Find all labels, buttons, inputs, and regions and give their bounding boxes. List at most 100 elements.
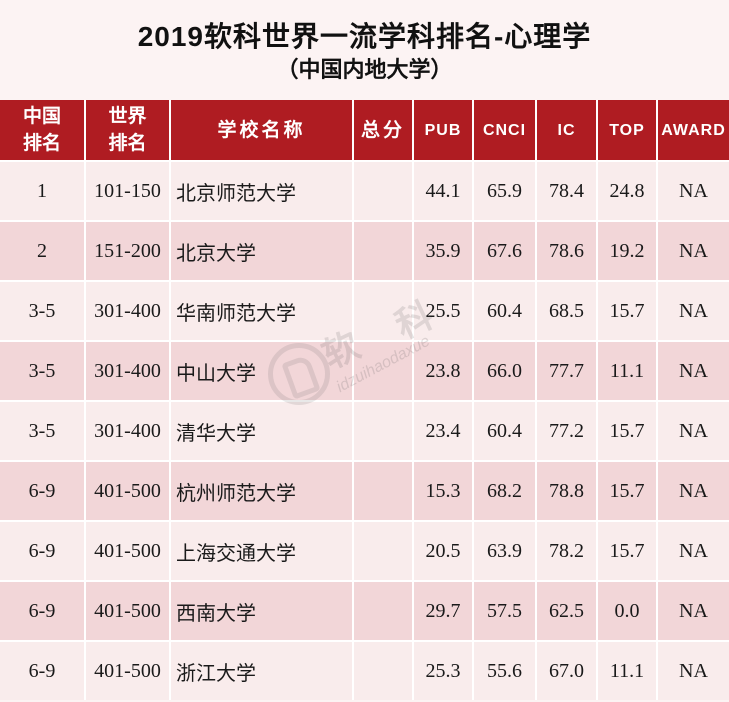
cnci-cell: 66.0 — [474, 342, 535, 400]
university-cell: 北京师范大学 — [171, 162, 352, 220]
university-cell: 中山大学 — [171, 342, 352, 400]
university-cell: 杭州师范大学 — [171, 462, 352, 520]
total-score-cell — [354, 462, 412, 520]
award-cell: NA — [658, 582, 729, 640]
award-cell: NA — [658, 342, 729, 400]
pub-cell: 25.5 — [414, 282, 472, 340]
university-cell: 西南大学 — [171, 582, 352, 640]
header-university: 学校名称 — [171, 100, 352, 160]
world-rank-cell: 401-500 — [86, 642, 169, 700]
total-score-cell — [354, 282, 412, 340]
cn-rank-cell: 1 — [0, 162, 84, 220]
university-cell: 上海交通大学 — [171, 522, 352, 580]
table-row: 6-9 401-500 西南大学 29.7 57.5 62.5 0.0 NA — [0, 582, 729, 640]
award-cell: NA — [658, 222, 729, 280]
pub-cell: 35.9 — [414, 222, 472, 280]
cn-rank-cell: 6-9 — [0, 642, 84, 700]
top-cell: 15.7 — [598, 402, 656, 460]
cnci-cell: 60.4 — [474, 282, 535, 340]
total-score-cell — [354, 162, 412, 220]
header-award: AWARD — [658, 100, 729, 160]
top-cell: 19.2 — [598, 222, 656, 280]
top-cell: 11.1 — [598, 642, 656, 700]
world-rank-cell: 301-400 — [86, 342, 169, 400]
table-row: 2 151-200 北京大学 35.9 67.6 78.6 19.2 NA — [0, 222, 729, 280]
page-subtitle: （中国内地大学） — [276, 57, 453, 82]
university-cell: 华南师范大学 — [171, 282, 352, 340]
pub-cell: 29.7 — [414, 582, 472, 640]
university-cell: 北京大学 — [171, 222, 352, 280]
world-rank-cell: 151-200 — [86, 222, 169, 280]
cnci-cell: 68.2 — [474, 462, 535, 520]
cnci-cell: 60.4 — [474, 402, 535, 460]
world-rank-cell: 301-400 — [86, 282, 169, 340]
top-cell: 15.7 — [598, 282, 656, 340]
ic-cell: 77.7 — [537, 342, 596, 400]
pub-cell: 25.3 — [414, 642, 472, 700]
table-row: 1 101-150 北京师范大学 44.1 65.9 78.4 24.8 NA — [0, 162, 729, 220]
pub-cell: 23.8 — [414, 342, 472, 400]
cnci-cell: 57.5 — [474, 582, 535, 640]
award-cell: NA — [658, 162, 729, 220]
total-score-cell — [354, 522, 412, 580]
world-rank-cell: 401-500 — [86, 582, 169, 640]
ic-cell: 78.8 — [537, 462, 596, 520]
ic-cell: 62.5 — [537, 582, 596, 640]
total-score-cell — [354, 402, 412, 460]
pub-cell: 44.1 — [414, 162, 472, 220]
table-row: 6-9 401-500 浙江大学 25.3 55.6 67.0 11.1 NA — [0, 642, 729, 700]
ic-cell: 78.4 — [537, 162, 596, 220]
top-cell: 15.7 — [598, 462, 656, 520]
page-title: 2019软科世界一流学科排名-心理学 — [137, 21, 592, 52]
table-row: 6-9 401-500 杭州师范大学 15.3 68.2 78.8 15.7 N… — [0, 462, 729, 520]
world-rank-cell: 101-150 — [86, 162, 169, 220]
cn-rank-cell: 6-9 — [0, 522, 84, 580]
header-cn-rank: 中国 排名 — [0, 100, 84, 160]
cn-rank-cell: 6-9 — [0, 462, 84, 520]
university-cell: 清华大学 — [171, 402, 352, 460]
ic-cell: 67.0 — [537, 642, 596, 700]
ic-cell: 78.2 — [537, 522, 596, 580]
ic-cell: 78.6 — [537, 222, 596, 280]
header-cnci: CNCI — [474, 100, 535, 160]
award-cell: NA — [658, 642, 729, 700]
table-row: 3-5 301-400 中山大学 23.8 66.0 77.7 11.1 NA — [0, 342, 729, 400]
ranking-table: 中国 排名 世界 排名 学校名称 总分 PUB CNCI IC TOP AWAR… — [0, 100, 729, 700]
top-cell: 15.7 — [598, 522, 656, 580]
header-top: TOP — [598, 100, 656, 160]
pub-cell: 20.5 — [414, 522, 472, 580]
header-row: 中国 排名 世界 排名 学校名称 总分 PUB CNCI IC TOP AWAR… — [0, 100, 729, 160]
total-score-cell — [354, 222, 412, 280]
header-ic: IC — [537, 100, 596, 160]
table-row: 3-5 301-400 华南师范大学 25.5 60.4 68.5 15.7 N… — [0, 282, 729, 340]
world-rank-cell: 401-500 — [86, 522, 169, 580]
header-pub: PUB — [414, 100, 472, 160]
cn-rank-cell: 2 — [0, 222, 84, 280]
pub-cell: 23.4 — [414, 402, 472, 460]
cnci-cell: 65.9 — [474, 162, 535, 220]
cn-rank-cell: 3-5 — [0, 282, 84, 340]
ic-cell: 68.5 — [537, 282, 596, 340]
total-score-cell — [354, 642, 412, 700]
award-cell: NA — [658, 402, 729, 460]
cnci-cell: 67.6 — [474, 222, 535, 280]
cn-rank-cell: 6-9 — [0, 582, 84, 640]
cn-rank-cell: 3-5 — [0, 342, 84, 400]
total-score-cell — [354, 582, 412, 640]
table-row: 6-9 401-500 上海交通大学 20.5 63.9 78.2 15.7 N… — [0, 522, 729, 580]
top-cell: 11.1 — [598, 342, 656, 400]
university-cell: 浙江大学 — [171, 642, 352, 700]
total-score-cell — [354, 342, 412, 400]
table-row: 3-5 301-400 清华大学 23.4 60.4 77.2 15.7 NA — [0, 402, 729, 460]
cnci-cell: 63.9 — [474, 522, 535, 580]
ic-cell: 77.2 — [537, 402, 596, 460]
header-world-rank: 世界 排名 — [86, 100, 169, 160]
cnci-cell: 55.6 — [474, 642, 535, 700]
award-cell: NA — [658, 522, 729, 580]
world-rank-cell: 301-400 — [86, 402, 169, 460]
award-cell: NA — [658, 282, 729, 340]
pub-cell: 15.3 — [414, 462, 472, 520]
world-rank-cell: 401-500 — [86, 462, 169, 520]
award-cell: NA — [658, 462, 729, 520]
header-total-score: 总分 — [354, 100, 412, 160]
